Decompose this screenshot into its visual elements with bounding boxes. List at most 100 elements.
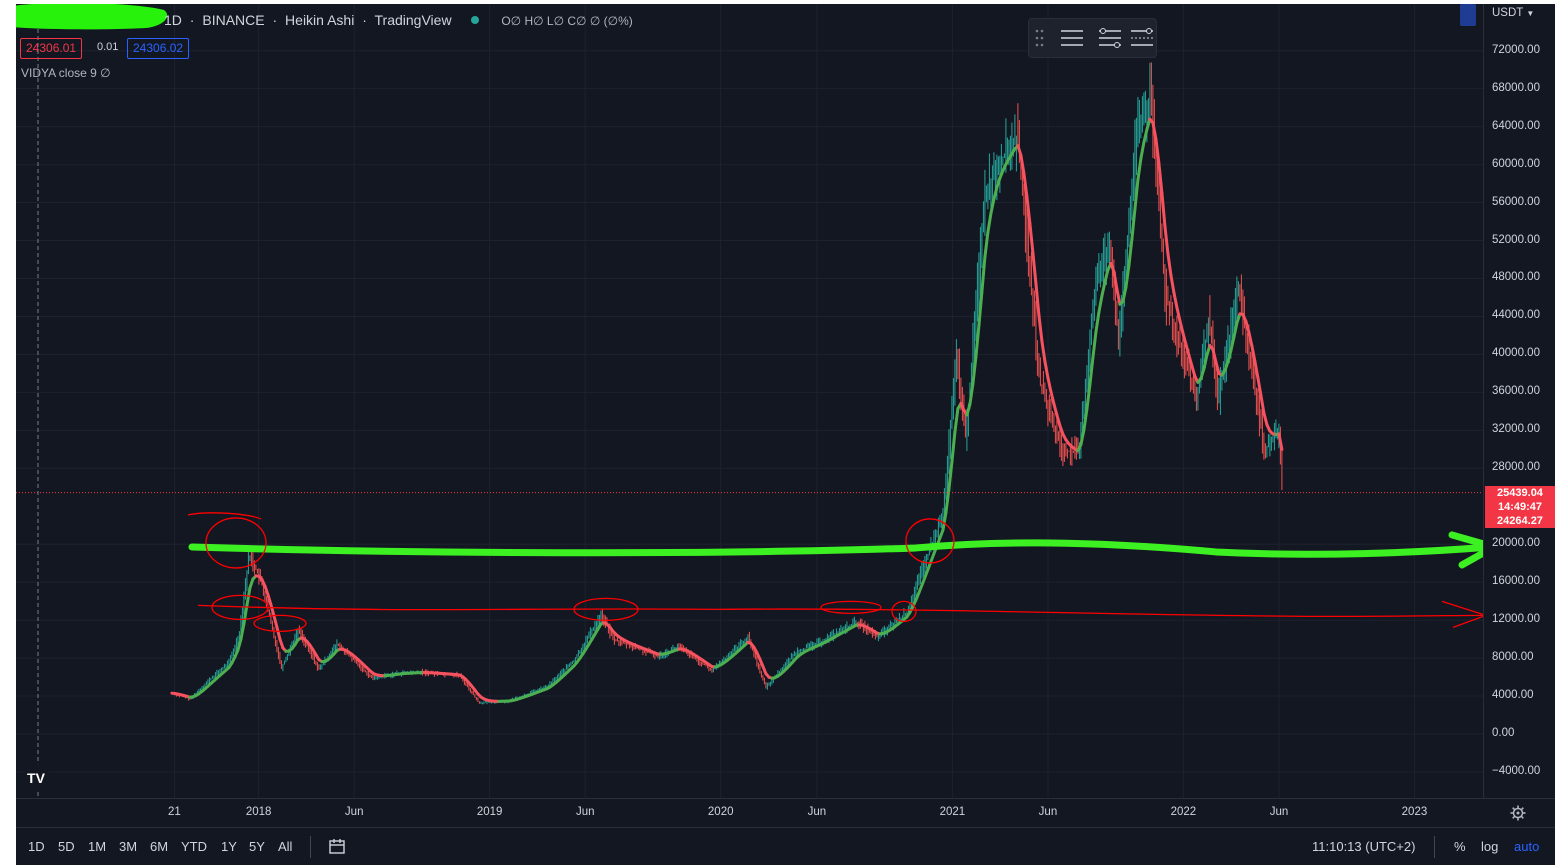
- circle-drawing[interactable]: [253, 614, 307, 633]
- chevron-down-icon: ▼: [1526, 9, 1535, 18]
- symbol-legend[interactable]: 1D · BINANCE · Heikin Ashi · TradingView…: [164, 12, 637, 28]
- vidya-segment: [275, 625, 282, 641]
- price-label: −4000.00: [1492, 764, 1541, 777]
- source-label: TradingView: [374, 12, 452, 28]
- price-label: 0.00: [1492, 727, 1515, 739]
- percent-scale-button[interactable]: %: [1454, 839, 1466, 854]
- price-label: 40000.00: [1492, 347, 1540, 360]
- range-button-all[interactable]: All: [278, 839, 293, 854]
- vidya-segment: [1178, 319, 1185, 335]
- vidya-segment: [1028, 221, 1035, 255]
- dot-separator: ·: [189, 12, 195, 28]
- vidya-segment: [1262, 411, 1269, 427]
- vidya-segment: [1082, 407, 1089, 432]
- vidya-segment: [1175, 305, 1182, 323]
- vidya-segment: [1103, 268, 1110, 284]
- exchange-label: BINANCE: [202, 12, 265, 28]
- scribble-drawing[interactable]: [187, 512, 262, 520]
- circle-drawing[interactable]: [205, 517, 267, 569]
- trend-channel-icon[interactable]: [1127, 23, 1157, 53]
- ohlc-values: O∅ H∅ L∅ C∅ ∅ (∅%): [501, 14, 633, 28]
- price-label: 36000.00: [1492, 385, 1540, 398]
- price-label: 44000.00: [1492, 309, 1540, 322]
- range-button-ytd[interactable]: YTD: [181, 839, 207, 854]
- vidya-segment: [1187, 353, 1194, 368]
- vidya-segment: [1142, 128, 1149, 144]
- currency-selector[interactable]: USDT ▼: [1492, 7, 1534, 19]
- price-label: 16000.00: [1492, 575, 1540, 588]
- price-axis[interactable]: USDT ▼ 72000.00 68000.00 64000.00 60000.00 5…: [1460, 4, 1555, 798]
- floating-drawing-toolbar[interactable]: [1028, 18, 1157, 58]
- time-axis[interactable]: 21 2018 Jun 2019 Jun 2020 Jun 2021 Jun 2022 Jun 202…: [16, 798, 1555, 827]
- range-button-1m[interactable]: 1M: [88, 839, 107, 854]
- vidya-segment: [1052, 402, 1059, 417]
- price-label: 64000.00: [1492, 119, 1540, 132]
- circle-drawing[interactable]: [905, 518, 955, 564]
- user-drawings[interactable]: [187, 512, 1483, 633]
- time-label: 2020: [707, 806, 734, 818]
- dot-separator: ·: [272, 12, 278, 28]
- clock-timezone-button[interactable]: 11:10:13 (UTC+2): [1312, 839, 1416, 854]
- price-label: 4000.00: [1492, 689, 1534, 702]
- vidya-segment: [278, 637, 285, 650]
- vidya-segment: [269, 603, 276, 618]
- settings-gear-icon[interactable]: [1510, 805, 1526, 821]
- range-button-1d[interactable]: 1D: [28, 839, 45, 854]
- chart-pane[interactable]: TV 1D · BINANCE · Heikin Ashi · TradingV…: [16, 4, 1483, 798]
- market-status-icon: [471, 16, 480, 24]
- price-label: 48000.00: [1492, 271, 1540, 284]
- time-label: Jun: [344, 806, 364, 818]
- time-label: 2021: [939, 806, 966, 818]
- scroll-to-latest-icon[interactable]: [1460, 4, 1476, 26]
- log-scale-button[interactable]: log: [1481, 839, 1499, 854]
- vidya-segment: [980, 255, 987, 294]
- vidya-segment: [977, 290, 984, 328]
- compare-date-range-icon[interactable]: [328, 838, 346, 856]
- price-label: 72000.00: [1492, 43, 1540, 56]
- arrow-head-drawing[interactable]: [1448, 531, 1483, 569]
- indicator-legend[interactable]: VIDYA close 9 ∅: [21, 66, 111, 80]
- vidya-segment: [248, 577, 255, 590]
- sell-button[interactable]: 24306.01: [20, 38, 83, 59]
- vidya-segment: [1181, 331, 1188, 346]
- tradingview-logo-icon[interactable]: TV: [22, 764, 50, 792]
- drag-handle-icon[interactable]: [1035, 28, 1045, 48]
- arrow-head-drawing[interactable]: [1441, 600, 1483, 628]
- vidya-segment: [1127, 237, 1134, 268]
- vidya-segment: [272, 614, 279, 629]
- vidya-segment: [1244, 319, 1251, 334]
- price-chart[interactable]: TV: [16, 4, 1483, 798]
- circle-drawing[interactable]: [891, 600, 917, 623]
- chart-type-label: Heikin Ashi: [285, 12, 355, 28]
- fib-levels-icon[interactable]: [1095, 23, 1125, 53]
- range-button-1y[interactable]: 1Y: [221, 839, 237, 854]
- price-label: 28000.00: [1492, 461, 1540, 474]
- range-button-5d[interactable]: 5D: [58, 839, 75, 854]
- vidya-segment: [1166, 251, 1173, 277]
- range-button-6m[interactable]: 6M: [150, 839, 169, 854]
- vidya-segment: [1172, 291, 1179, 309]
- vidya-segment: [1250, 344, 1257, 363]
- vidya-segment: [1226, 348, 1233, 364]
- vidya-segment: [1034, 281, 1041, 317]
- horizontal-lines-icon[interactable]: [1057, 23, 1087, 53]
- auto-scale-button[interactable]: auto: [1514, 839, 1540, 854]
- price-label: 8000.00: [1492, 651, 1534, 664]
- vidya-segment: [1049, 390, 1056, 406]
- support-line-drawing[interactable]: [188, 539, 1483, 558]
- divider: [1434, 836, 1435, 858]
- vidya-segment: [239, 622, 246, 641]
- bottom-toolbar: 1D 5D 1M 3M 6M YTD 1Y 5Y All 11:10:13 (UTC+2) % …: [16, 827, 1555, 865]
- range-button-3m[interactable]: 3M: [119, 839, 138, 854]
- buy-button[interactable]: 24306.02: [127, 38, 190, 59]
- circle-drawing[interactable]: [820, 600, 882, 615]
- circle-drawing[interactable]: [573, 597, 639, 622]
- circle-drawing[interactable]: [211, 594, 269, 621]
- vidya-segment: [1094, 310, 1101, 334]
- range-button-5y[interactable]: 5Y: [249, 839, 265, 854]
- time-label: Jun: [807, 806, 827, 818]
- time-label: 2019: [476, 806, 503, 818]
- resistance-line-drawing[interactable]: [197, 604, 1483, 618]
- vidya-segment: [953, 407, 960, 434]
- vidya-segment: [1202, 353, 1209, 371]
